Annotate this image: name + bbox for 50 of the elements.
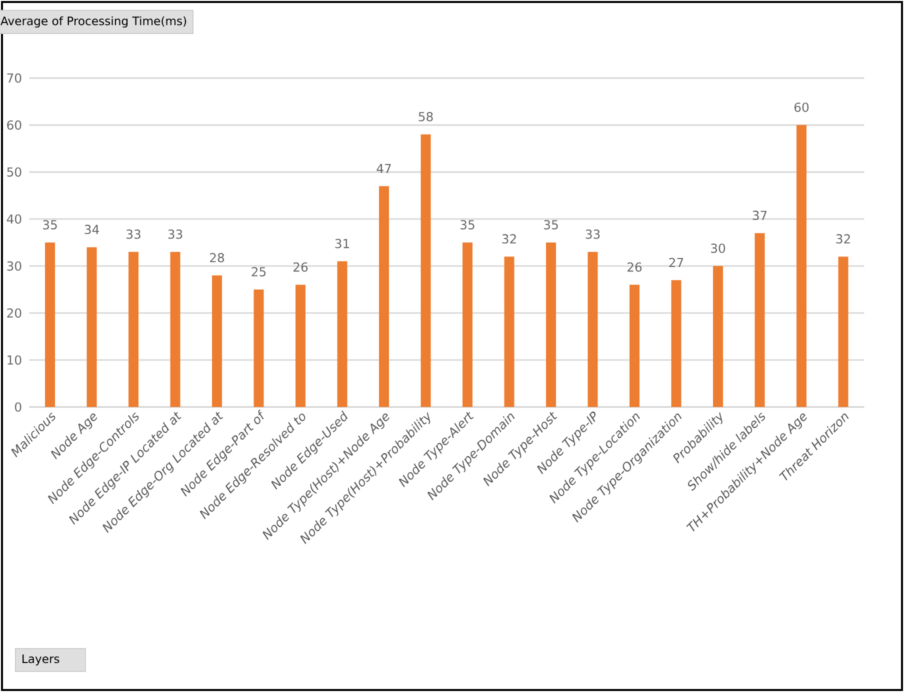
bar bbox=[379, 186, 390, 407]
bar bbox=[45, 242, 56, 407]
bar bbox=[462, 242, 473, 407]
y-tick-label: 10 bbox=[8, 355, 22, 365]
data-label: 25 bbox=[252, 267, 266, 276]
bar bbox=[170, 252, 180, 407]
bar bbox=[420, 134, 431, 407]
y-tick-label: 30 bbox=[7, 261, 22, 271]
bar bbox=[754, 233, 765, 407]
bar bbox=[546, 242, 556, 407]
bar bbox=[504, 256, 514, 407]
y-tick-label: 40 bbox=[6, 214, 22, 224]
bar bbox=[671, 280, 682, 407]
data-label: 35 bbox=[460, 220, 474, 230]
bar bbox=[588, 252, 598, 407]
bar bbox=[337, 261, 348, 407]
data-label: 35 bbox=[43, 220, 57, 230]
data-label: 35 bbox=[544, 220, 558, 230]
data-label: 26 bbox=[294, 262, 308, 272]
y-tick-label: 70 bbox=[7, 73, 22, 83]
bar bbox=[128, 252, 139, 407]
data-label: 33 bbox=[168, 229, 182, 239]
data-label: 30 bbox=[711, 244, 726, 253]
text: Layers bbox=[22, 654, 60, 666]
data-label: 27 bbox=[669, 258, 684, 268]
data-label: 58 bbox=[418, 112, 433, 122]
bar bbox=[296, 284, 306, 407]
data-label: 32 bbox=[502, 234, 516, 244]
bar bbox=[212, 275, 222, 407]
bar bbox=[630, 284, 640, 407]
data-label: 28 bbox=[210, 252, 224, 262]
data-label: 32 bbox=[836, 234, 850, 244]
bar bbox=[254, 290, 264, 407]
y-tick-label: 50 bbox=[7, 167, 22, 177]
data-label: 34 bbox=[84, 224, 99, 234]
bar bbox=[86, 247, 97, 407]
data-label: 47 bbox=[376, 164, 391, 174]
chart-title: Average of Processing Time(ms) bbox=[0, 16, 186, 28]
data-label: 31 bbox=[335, 238, 349, 248]
y-tick-label: 20 bbox=[7, 308, 22, 318]
data-label: 26 bbox=[628, 262, 642, 272]
data-label: 37 bbox=[752, 210, 767, 220]
data-label: 33 bbox=[126, 229, 140, 239]
bar bbox=[796, 125, 807, 407]
data-label: 33 bbox=[586, 229, 600, 239]
bar bbox=[838, 256, 848, 407]
y-tick-label: 60 bbox=[7, 120, 22, 130]
y-tick-label: 0 bbox=[14, 402, 22, 412]
bar bbox=[713, 266, 724, 407]
data-label: 60 bbox=[794, 102, 809, 112]
